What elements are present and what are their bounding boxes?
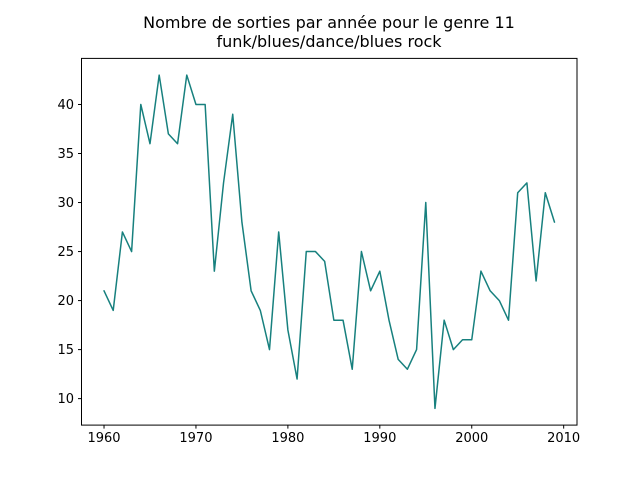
x-axis-tick-label: 1990 (363, 431, 396, 446)
y-axis-tick-label: 30 (57, 196, 74, 211)
y-axis-tick-label: 25 (57, 245, 74, 260)
axes-spines (81, 57, 578, 426)
x-axis-tick-label: 1960 (87, 431, 120, 446)
y-axis-tick-label: 15 (57, 343, 74, 358)
data-line-series-sorties (103, 74, 556, 410)
y-axis-tick-label: 35 (57, 147, 74, 162)
y-axis-tick-label: 40 (57, 98, 74, 113)
y-axis-tick-label: 20 (57, 294, 74, 309)
chart-title-line2: funk/blues/dance/blues rock (216, 32, 442, 51)
chart-title: Nombre de sorties par année pour le genr… (81, 13, 577, 51)
x-axis-tick-label: 1980 (271, 431, 304, 446)
chart-title-line1: Nombre de sorties par année pour le genr… (143, 13, 515, 32)
x-axis-tick-label: 2000 (455, 431, 488, 446)
y-axis-tick-label: 10 (57, 392, 74, 407)
x-axis-tick-label: 1970 (179, 431, 212, 446)
x-axis-tick-label: 2010 (547, 431, 580, 446)
